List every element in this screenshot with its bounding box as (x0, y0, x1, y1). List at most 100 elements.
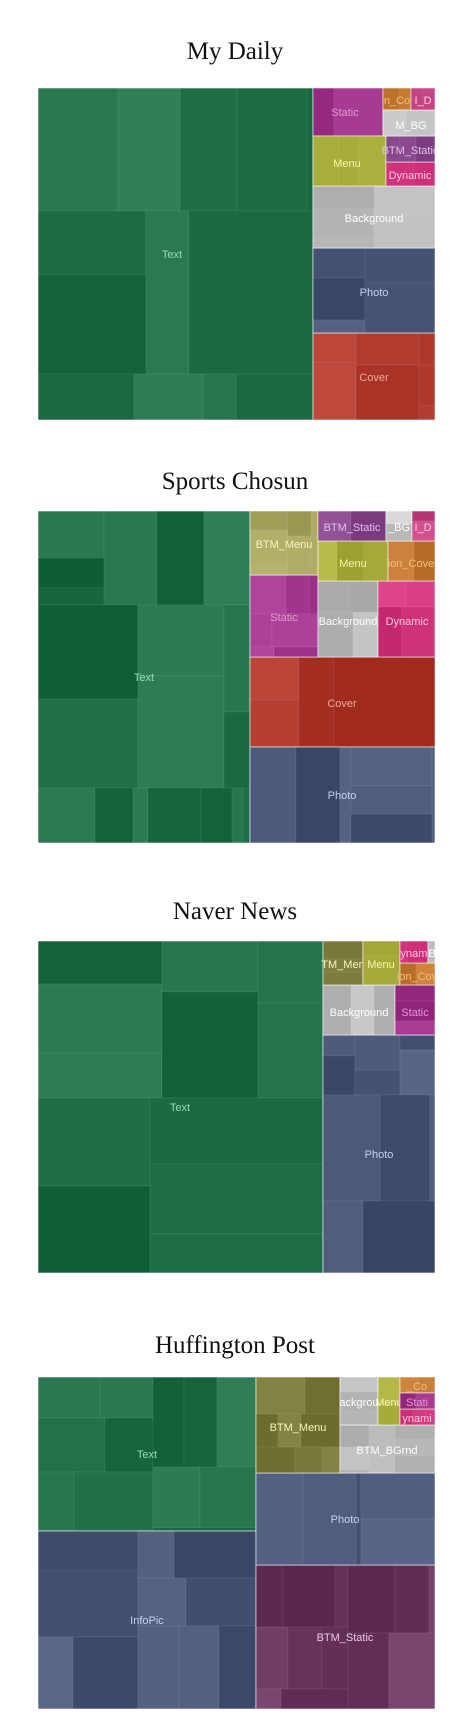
treemap-label: Background (330, 1007, 389, 1019)
treemap-cell (363, 540, 389, 582)
treemap-label: Menu (333, 158, 361, 170)
treemap-cell (200, 787, 233, 843)
treemap-cell (38, 1636, 74, 1709)
treemap-cell (347, 1632, 390, 1709)
treemap-cell (257, 941, 324, 1004)
treemap-cell (377, 580, 407, 608)
treemap-label: BTM_BGrnd (356, 1445, 417, 1457)
treemap-cell (273, 646, 319, 658)
treemap-label: Cover (359, 372, 389, 384)
treemap-cell (405, 109, 435, 137)
treemap-group-i-d: I_D (410, 88, 435, 111)
treemap-cell (104, 1417, 154, 1473)
treemap-cell (38, 1530, 139, 1572)
treemap-group-dynamic: Dynamic (385, 161, 435, 187)
treemap-cell (38, 88, 119, 212)
treemap-cell (38, 373, 135, 420)
treemap-cell (38, 1052, 163, 1099)
treemap-cell (312, 319, 366, 334)
treemap-cell (137, 604, 225, 677)
treemap-cell (350, 813, 433, 843)
treemap-group-background: Background (322, 984, 396, 1036)
treemap-cell (242, 787, 251, 843)
treemap-group-background: Background (317, 580, 379, 658)
treemap-cell (218, 1625, 257, 1709)
treemap-cell (137, 1530, 175, 1579)
treemap-cell (149, 1163, 324, 1235)
treemap-group-btm-static: BTM_Static (255, 1564, 435, 1709)
treemap-cell (350, 511, 387, 542)
treemap-group-btm-menu: BTM_Menu (255, 1377, 341, 1474)
treemap-cell (38, 1471, 75, 1532)
treemap-cell (249, 511, 289, 531)
treemap-cell (199, 1466, 257, 1529)
treemap-label: Static (331, 107, 359, 119)
treemap-cell (322, 1034, 356, 1057)
treemap-label: ion_Cov (397, 971, 435, 983)
treemap-group-border (411, 511, 435, 542)
treemap-cell (255, 1377, 306, 1415)
treemap-label: InfoPic (130, 1615, 164, 1627)
treemap-cell (405, 580, 435, 608)
treemap-cell (249, 565, 289, 576)
treemap-cell (282, 1564, 336, 1628)
treemap-my-daily: Text Cover Photo Background Static Menu Dynami… (38, 88, 435, 420)
treemap-cell (379, 1094, 431, 1202)
treemap-label: BTM_Menu (270, 1422, 327, 1434)
treemap-cell (133, 373, 204, 420)
treemap-cell (38, 604, 139, 700)
treemap-cell (339, 1411, 379, 1426)
treemap-label: BTM_Static (324, 522, 381, 534)
treemap-cell (394, 984, 435, 1002)
treemap-cell (223, 604, 251, 713)
treemap-cell (38, 1570, 139, 1638)
treemap-group-menu: Menu (375, 1377, 403, 1426)
treemap-group-photo: Photo (255, 1472, 435, 1566)
treemap-label: BTM_Static (317, 1632, 374, 1644)
treemap-cell (312, 361, 357, 420)
treemap-cell (249, 613, 273, 648)
treemap-label: Background (319, 616, 378, 628)
treemap-cell (216, 1377, 257, 1468)
treemap-cell (249, 656, 300, 701)
treemap-cell (38, 511, 105, 559)
treemap-cell (308, 574, 319, 615)
chart-title: Huffington Post (155, 1332, 315, 1359)
treemap-group-menu: Menu (317, 540, 389, 582)
treemap-group-tm-men: TM_Men (321, 941, 365, 986)
treemap-group-photo: Photo (249, 746, 435, 843)
treemap-cell (354, 1034, 401, 1071)
treemap-group-border (410, 88, 435, 111)
treemap-cell (333, 656, 435, 748)
treemap-cell (339, 1377, 379, 1393)
treemap-cell (156, 511, 205, 606)
treemap-cell (306, 88, 314, 212)
treemap-cell (38, 587, 105, 606)
treemap-group-static: Static (312, 88, 384, 137)
treemap-cell (132, 787, 149, 843)
treemap-group-ion-cove: ion_Cove (387, 540, 435, 582)
treemap-label: Text (137, 1449, 157, 1461)
treemap-cell (401, 606, 435, 658)
treemap-cell (255, 1446, 296, 1474)
treemap-cell (348, 580, 379, 613)
treemap-label: ion_Cove (388, 558, 434, 570)
treemap-group-background: Background (312, 185, 435, 249)
treemap-group--bg: _BG (385, 511, 413, 542)
treemap-group-border (382, 109, 435, 137)
treemap-label: Text (162, 249, 182, 261)
treemap-cell (38, 1185, 151, 1273)
treemap-label: Text (170, 1102, 190, 1114)
treemap-cell (249, 646, 275, 658)
treemap-group-border (249, 746, 435, 843)
treemap-huffington-post: Text InfoPic BTM_Static Photo BTM_Menu BTM_BG… (38, 1377, 435, 1709)
treemap-cell (249, 699, 300, 748)
treemap-group-btm-static: BTM_Static (382, 135, 435, 163)
treemap-group-ynami: ynami (399, 1408, 435, 1426)
treemap-cell (334, 1564, 349, 1628)
treemap-cell (72, 1636, 139, 1709)
treemap-cell (364, 282, 435, 334)
treemap-cell (418, 332, 435, 366)
treemap-label: Menu (375, 1397, 403, 1409)
treemap-group-dynamic: Dynamic (377, 580, 435, 658)
